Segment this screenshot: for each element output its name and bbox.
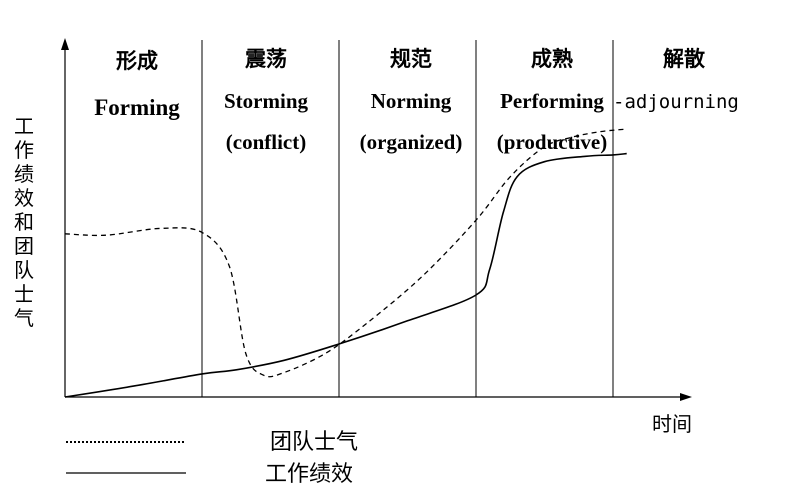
stage-label-sub-storming: (conflict) [226,130,306,154]
stage-label-sub-performing: (productive) [497,130,607,154]
stage-label-en-norming: Norming [371,89,452,113]
axes [61,38,692,401]
stage-label-en-storming: Storming [224,89,309,113]
series-line-performance [64,152,627,398]
y-axis-label: 工作绩效和团队士气 [14,114,34,330]
series-line-morale [64,128,627,378]
stage-label-cn-forming: 形成 [116,49,158,73]
legend-label-morale: 团队士气 [270,430,358,455]
stage-label-sub-norming: (organized) [360,130,463,154]
stage-label-cn-performing: 成熟 [531,47,573,71]
stage-label-en-forming: Forming [94,95,180,120]
x-axis-label: 时间 [652,412,692,436]
y-axis-arrow [61,38,69,50]
stage-label-en-performing: Performing [500,89,604,113]
stage-dividers [201,40,614,397]
series-lines [64,128,627,398]
x-axis-arrow [680,393,692,401]
stage-label-cn-adjourning: 解散 [663,47,705,71]
legend: 团队士气 工作绩效 [66,430,358,487]
stage-label-cn-norming: 规范 [390,47,432,71]
stage-labels: 形成 Forming 震荡 Storming (conflict) 规范 Nor… [94,47,739,154]
stage-label-en-adjourning: -adjourning [613,91,739,113]
stage-label-cn-storming: 震荡 [245,47,287,71]
legend-label-performance: 工作绩效 [265,462,353,487]
